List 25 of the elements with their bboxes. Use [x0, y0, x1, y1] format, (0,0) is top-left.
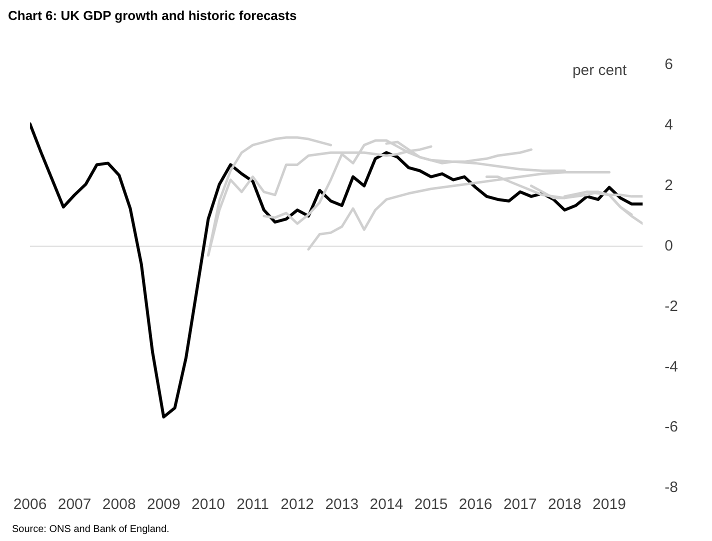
source-note: Source: ONS and Bank of England. — [12, 524, 170, 535]
x-tick-label: 2007 — [58, 496, 92, 514]
x-tick-label: 2014 — [370, 496, 404, 514]
y-tick-label: 6 — [664, 56, 674, 74]
x-tick-label: 2012 — [280, 496, 314, 514]
x-tick-label: 2017 — [503, 496, 537, 514]
chart-title: Chart 6: UK GDP growth and historic forecasts — [8, 8, 297, 23]
x-tick-label: 2006 — [13, 496, 47, 514]
x-tick-label: 2018 — [548, 496, 582, 514]
x-tick-label: 2011 — [236, 496, 269, 514]
x-tick-label: 2019 — [592, 496, 626, 514]
x-tick-label: 2013 — [325, 496, 359, 514]
x-tick-label: 2008 — [102, 496, 136, 514]
y-tick-label: 2 — [664, 177, 674, 194]
x-tick-label: 2009 — [146, 496, 180, 514]
y-tick-label: -4 — [664, 358, 678, 376]
y-tick-label: 4 — [664, 116, 674, 134]
y-tick-label: -2 — [664, 298, 678, 315]
y-tick-label: -6 — [664, 418, 678, 436]
y-axis-title: per cent — [572, 62, 628, 80]
x-tick-label: 2010 — [192, 496, 225, 514]
x-tick-label: 2016 — [458, 496, 492, 514]
x-tick-label: 2015 — [414, 496, 448, 514]
y-tick-label: 0 — [664, 237, 674, 254]
y-tick-label: -8 — [664, 479, 678, 496]
